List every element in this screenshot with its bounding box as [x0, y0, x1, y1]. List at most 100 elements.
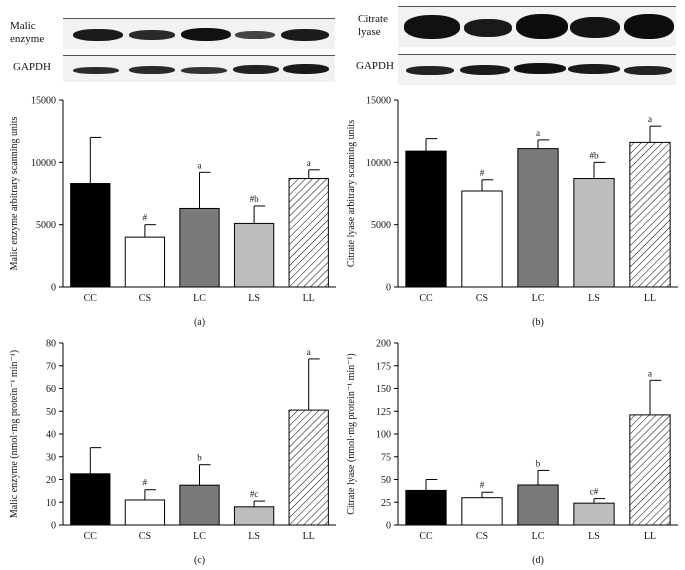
y-tick-label: 50	[381, 475, 391, 486]
malic-enzyme-blot	[63, 18, 335, 49]
bar-ll	[288, 409, 329, 526]
significance-label: a	[307, 347, 311, 357]
bar-cc	[405, 150, 447, 288]
panel-label: (a)	[194, 317, 205, 328]
significance-label: #	[480, 168, 485, 178]
y-tick-label: 0	[51, 283, 56, 294]
significance-label: #b	[590, 150, 600, 160]
x-tick-label: LC	[193, 293, 206, 304]
x-tick-label: LC	[532, 293, 545, 304]
significance-label: c#	[590, 487, 599, 497]
significance-label: a	[536, 128, 540, 138]
band	[624, 14, 674, 39]
x-tick-label: CS	[139, 531, 151, 542]
bar-cs	[461, 497, 503, 526]
panel-label: (c)	[194, 555, 205, 566]
bar-ls	[573, 502, 615, 526]
malic-enzyme-western-chart: 0 5000 10000 15000 Malic enzyme arbitrary sc…	[9, 96, 336, 328]
band	[283, 64, 329, 74]
panel-label: (b)	[532, 317, 544, 328]
y-tick-label: 5000	[36, 220, 56, 231]
band	[464, 19, 512, 37]
x-tick-label: LL	[644, 531, 656, 542]
y-tick-label: 80	[46, 339, 56, 350]
gapdh-label-a: GAPDH	[13, 61, 51, 73]
y-axis-label: Malic enzyme (nmol·mg protein⁻¹ min⁻¹)	[9, 350, 20, 518]
bar-cs	[461, 190, 503, 288]
x-tick-label: LS	[248, 293, 260, 304]
malic-enzyme-blot-label: Malic enzyme	[10, 20, 45, 45]
y-tick-label: 15000	[31, 96, 56, 107]
band	[73, 67, 119, 74]
band	[73, 29, 123, 41]
x-tick-label: CS	[139, 293, 151, 304]
y-tick-label: 10000	[31, 158, 56, 169]
band	[516, 14, 568, 39]
citrate-lyase-blot	[398, 6, 676, 47]
panel-label: (d)	[532, 555, 544, 566]
bar-cc	[405, 489, 447, 526]
band	[235, 31, 275, 39]
y-tick-label: 15000	[366, 96, 391, 107]
malic-enzyme-bands	[63, 19, 335, 49]
bar-ll	[629, 414, 671, 526]
bar-ls	[233, 506, 275, 526]
x-tick-label: LC	[532, 531, 545, 542]
significance-label: a	[648, 114, 652, 124]
x-tick-label: LL	[303, 293, 315, 304]
y-tick-label: 0	[51, 521, 56, 532]
significance-label: a	[307, 158, 311, 168]
bar-lc	[517, 484, 559, 526]
bar-cc	[70, 183, 111, 288]
citrate-lyase-western-chart: 0 5000 10000 15000 Citrate lyase arbitrary s…	[346, 96, 678, 328]
significance-label: a	[198, 160, 202, 170]
significance-label: b	[536, 458, 541, 468]
y-tick-label: 0	[386, 521, 391, 532]
gapdh-blot-a	[63, 55, 335, 82]
bar-cs	[124, 236, 166, 288]
bar-lc	[179, 207, 220, 288]
malic-enzyme-activity-chart: 0 10 20 30 40 50 60 70 80 Malic enzyme (nmol·mg p…	[9, 339, 336, 566]
x-tick-label: LC	[193, 531, 206, 542]
bar-lc	[517, 148, 559, 288]
y-tick-label: 125	[376, 407, 391, 418]
band	[281, 29, 329, 41]
y-tick-label: 30	[46, 452, 56, 463]
bar-lc	[179, 484, 220, 526]
y-tick-label: 10	[46, 498, 56, 509]
band	[181, 28, 231, 41]
band	[624, 66, 672, 75]
significance-label: #b	[250, 194, 260, 204]
x-tick-label: LL	[644, 293, 656, 304]
x-tick-label: CC	[419, 531, 433, 542]
significance-label: #c	[250, 489, 259, 499]
gapdh-label-b: GAPDH	[356, 60, 394, 72]
y-tick-label: 175	[376, 361, 391, 372]
x-tick-label: LS	[248, 531, 260, 542]
y-tick-label: 0	[386, 283, 391, 294]
bar-cs	[124, 499, 166, 526]
band	[460, 65, 510, 75]
y-tick-label: 40	[46, 430, 56, 441]
band	[233, 65, 279, 74]
y-tick-label: 10000	[366, 158, 391, 169]
y-axis-label: Citrate lyase arbitrary scanning units	[346, 120, 357, 267]
bar-ll	[629, 141, 671, 288]
x-tick-label: LL	[303, 531, 315, 542]
y-tick-label: 100	[376, 430, 391, 441]
x-tick-label: CC	[419, 293, 433, 304]
significance-label: b	[197, 453, 202, 463]
y-tick-label: 50	[46, 407, 56, 418]
y-tick-label: 150	[376, 384, 391, 395]
band	[570, 17, 620, 38]
significance-label: a	[648, 368, 652, 378]
significance-label: #	[480, 480, 485, 490]
band	[129, 66, 175, 74]
gapdh-blot-b	[398, 54, 676, 85]
x-tick-label: CC	[84, 293, 98, 304]
bar-cc	[70, 473, 111, 526]
y-tick-label: 5000	[371, 220, 391, 231]
y-tick-label: 20	[46, 475, 56, 486]
citrate-lyase-blot-label: Citrate lyase	[358, 13, 388, 38]
y-tick-label: 70	[46, 361, 56, 372]
